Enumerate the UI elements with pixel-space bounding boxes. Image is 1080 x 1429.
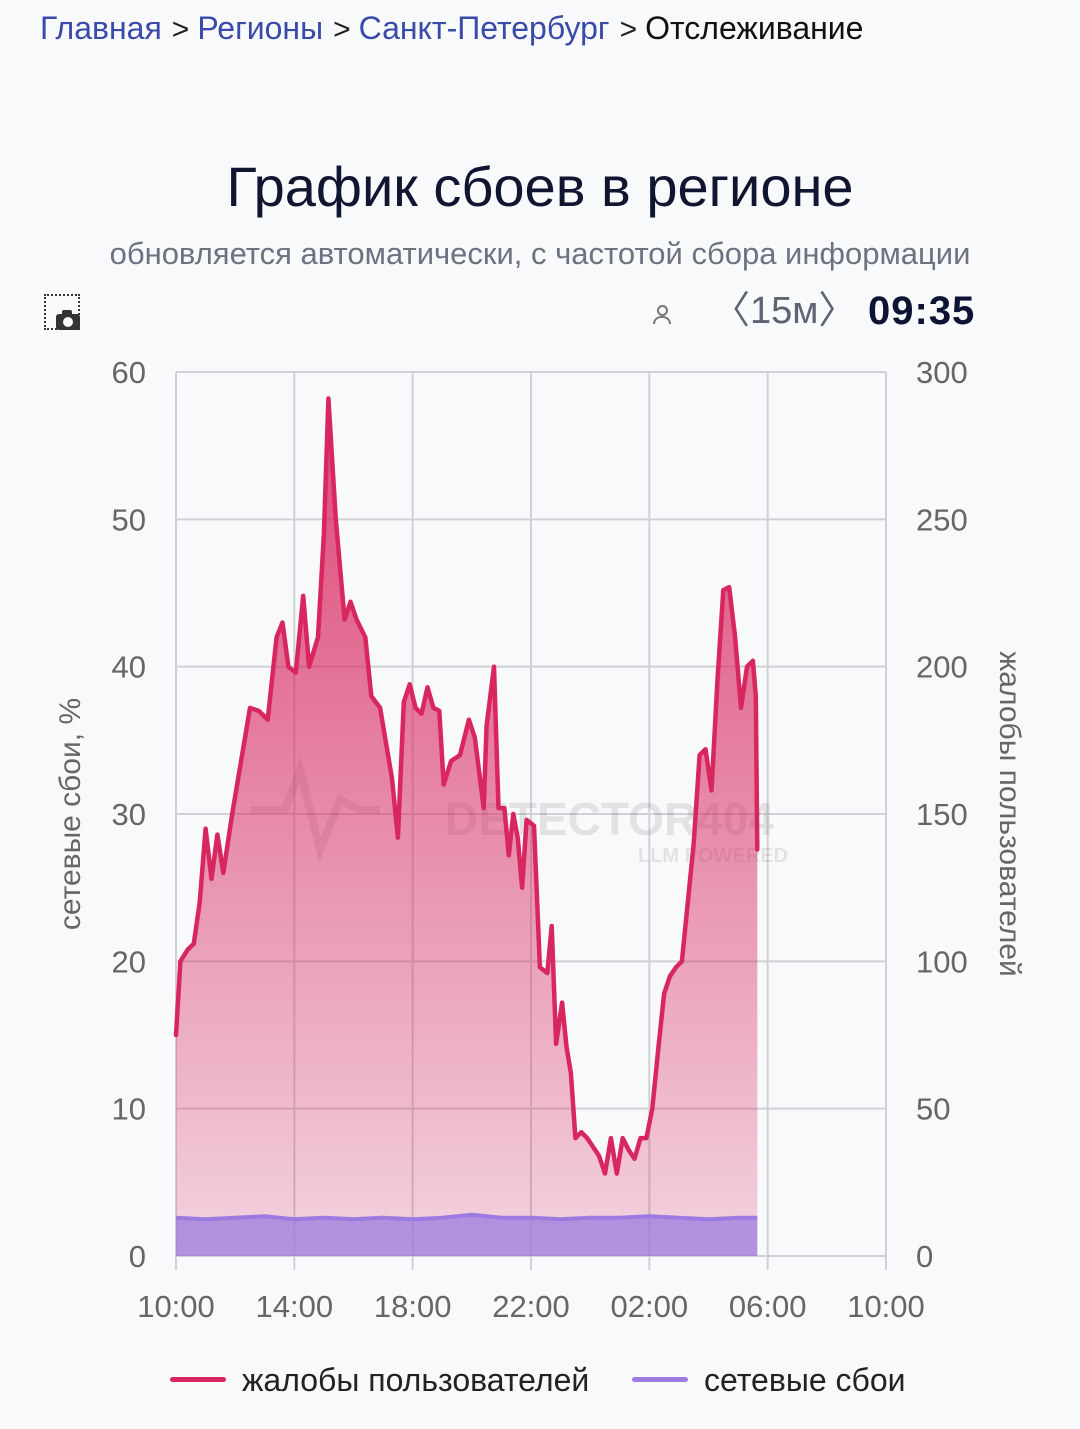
legend-label-failures: сетевые сбои: [704, 1362, 906, 1398]
legend-label-complaints: жалобы пользователей: [242, 1362, 590, 1398]
y-tick-left: 0: [129, 1239, 146, 1274]
y-tick-left: 40: [112, 650, 146, 685]
y-tick-right: 0: [916, 1239, 933, 1274]
y-tick-left: 20: [112, 944, 146, 979]
camera-icon-top: [62, 310, 72, 315]
y-tick-left: 10: [112, 1092, 146, 1127]
series: [173, 396, 760, 1256]
user-icon[interactable]: [652, 304, 671, 324]
breadcrumb-city[interactable]: Санкт-Петербург: [358, 10, 610, 46]
legend: жалобы пользователей сетевые сбои: [0, 1358, 1080, 1402]
axes: 0 0 10 50 20 100 30 150 40 200 50 250 60 300 10:00 14:0…: [54, 355, 1026, 1324]
legend-swatch-complaints: [170, 1377, 226, 1382]
user-icon-shoulders: [653, 316, 671, 324]
camera-icon[interactable]: [44, 294, 80, 330]
y-tick-right: 150: [916, 797, 968, 832]
breadcrumb-separator: >: [619, 13, 638, 46]
y-tick-left: 60: [112, 355, 146, 390]
y-tick-right: 50: [916, 1092, 950, 1127]
y-tick-left: 30: [112, 797, 146, 832]
y-tick-right: 100: [916, 944, 968, 979]
y-axis-title-left: сетевые сбои, %: [54, 698, 87, 930]
series-line-complaints: [173, 396, 760, 1176]
y-axis-title-right: жалобы пользователей: [993, 651, 1026, 977]
x-tick: 02:00: [611, 1289, 689, 1324]
x-tick: 10:00: [137, 1289, 215, 1324]
y-tick-left: 50: [112, 502, 146, 537]
x-tick: 18:00: [374, 1289, 452, 1324]
breadcrumb-current: Отслеживание: [645, 10, 864, 46]
page-title: График сбоев в регионе: [226, 155, 854, 218]
y-tick-right: 300: [916, 355, 968, 390]
interval-selector[interactable]: 〈15м〉: [712, 290, 857, 332]
breadcrumb-separator: >: [171, 13, 190, 46]
breadcrumb-regions[interactable]: Регионы: [197, 10, 324, 46]
x-tick: 14:00: [256, 1289, 334, 1324]
camera-icon-lens: [63, 317, 73, 327]
x-tick: 10:00: [847, 1289, 925, 1324]
breadcrumb-separator: >: [333, 13, 351, 46]
user-icon-head: [657, 305, 668, 316]
series-line-failures: [175, 1212, 758, 1222]
clock: 09:35: [868, 289, 976, 333]
page-subtitle: обновляется автоматически, с частотой сб…: [109, 236, 971, 271]
y-tick-right: 200: [916, 650, 968, 685]
series-area-failures: [176, 1214, 758, 1256]
y-tick-right: 250: [916, 502, 968, 537]
legend-swatch-failures: [632, 1377, 688, 1382]
breadcrumb: Главная > Регионы > Санкт-Петербург > Отслежив…: [40, 8, 863, 50]
x-tick: 06:00: [729, 1289, 807, 1324]
breadcrumb-home[interactable]: Главная: [40, 10, 162, 46]
x-tick: 22:00: [492, 1289, 570, 1324]
outage-chart: DETECTOR404 LLM POWERED 0010502010030150…: [54, 355, 1026, 1324]
